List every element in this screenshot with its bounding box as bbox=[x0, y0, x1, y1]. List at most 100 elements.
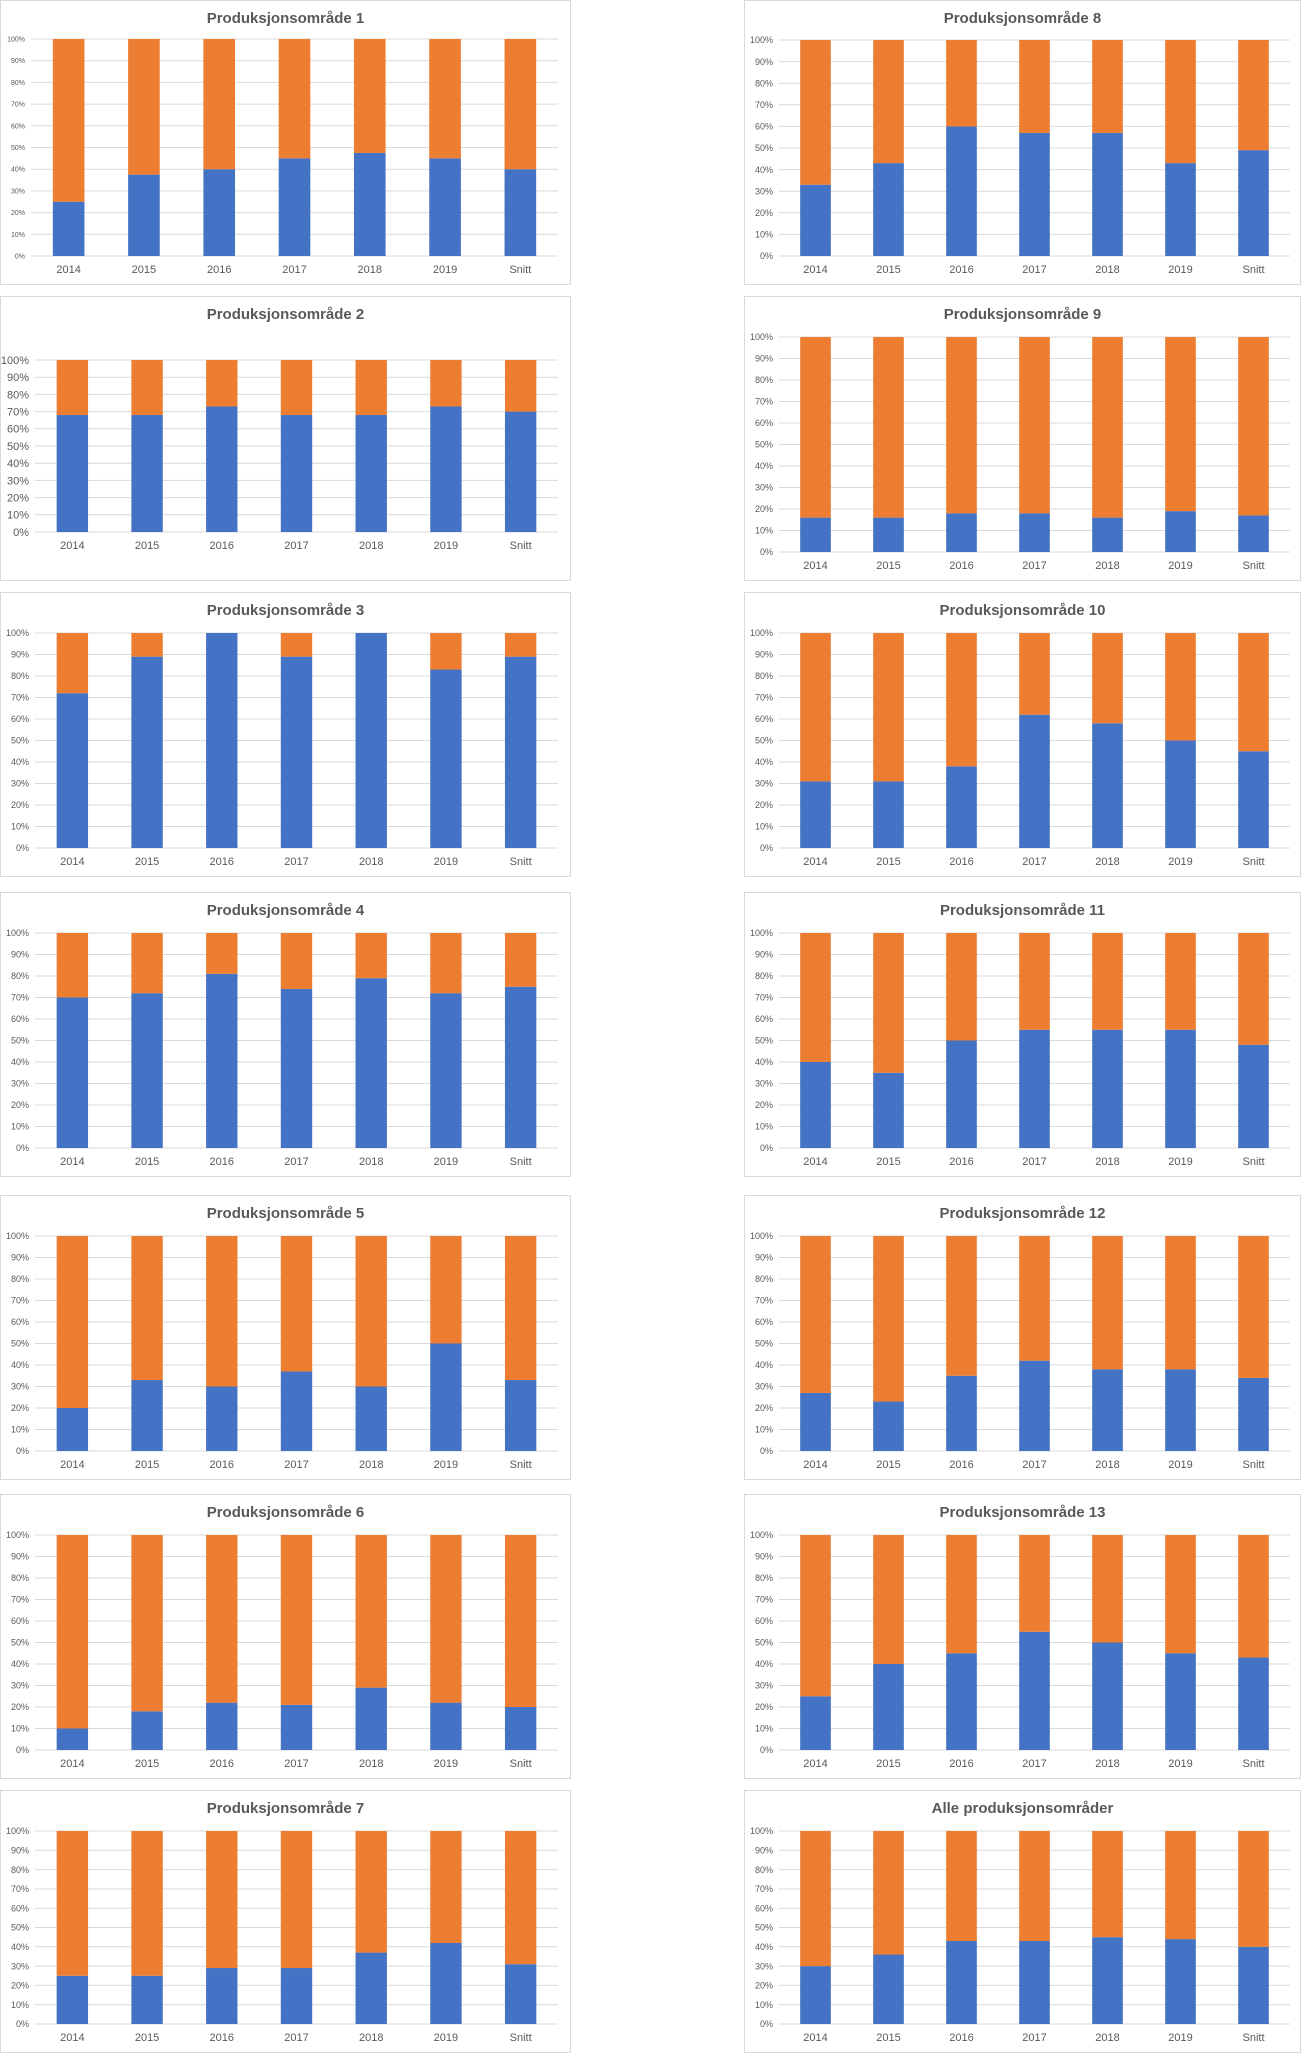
bar-orange-2017 bbox=[1019, 1535, 1050, 1632]
y-tick-label: 60% bbox=[11, 1616, 29, 1626]
bar-orange-snitt bbox=[504, 633, 537, 657]
x-tick-label: 2015 bbox=[135, 856, 159, 868]
bar-orange-2015 bbox=[131, 1236, 163, 1381]
y-tick-label: 80% bbox=[755, 971, 773, 981]
y-tick-label: 0% bbox=[760, 1446, 773, 1456]
x-tick-label: 2016 bbox=[949, 2032, 973, 2044]
y-tick-label: 90% bbox=[755, 650, 773, 660]
x-tick-label: Snitt bbox=[1242, 1758, 1264, 1770]
bar-blue-2019 bbox=[430, 406, 462, 532]
bar-blue-2016 bbox=[203, 169, 236, 256]
y-tick-label: 30% bbox=[11, 1681, 29, 1691]
y-tick-label: 100% bbox=[750, 1826, 773, 1836]
y-tick-label: 10% bbox=[755, 2000, 773, 2010]
bar-orange-snitt bbox=[504, 1831, 537, 1965]
x-tick-label: 2019 bbox=[434, 540, 458, 552]
bar-orange-2019 bbox=[430, 1535, 462, 1703]
y-tick-label: 100% bbox=[6, 1231, 29, 1241]
y-tick-label: 70% bbox=[7, 406, 29, 418]
x-tick-label: Snitt bbox=[510, 1758, 532, 1770]
bar-blue-2018 bbox=[1092, 1369, 1123, 1451]
chart-svg: Produksjonsområde 8 0% 10% 20% 30% 40% 50% 60% 7… bbox=[750, 10, 1290, 276]
bar-blue-2015 bbox=[131, 656, 163, 848]
x-tick-label: 2019 bbox=[1168, 264, 1192, 276]
bar-orange-2017 bbox=[280, 933, 313, 989]
x-tick-label: 2016 bbox=[210, 856, 234, 868]
y-tick-label: 100% bbox=[750, 1231, 773, 1241]
bar-orange-2019 bbox=[1165, 40, 1196, 164]
y-tick-label: 30% bbox=[11, 779, 29, 789]
y-tick-label: 50% bbox=[11, 1638, 29, 1648]
y-tick-label: 40% bbox=[11, 1942, 29, 1952]
chart-title: Produksjonsområde 6 bbox=[207, 1504, 365, 1521]
bar-orange-2017 bbox=[1019, 337, 1050, 514]
y-tick-label: 60% bbox=[11, 1903, 29, 1913]
bar-blue-2019 bbox=[429, 158, 461, 256]
x-tick-label: 2018 bbox=[359, 1758, 383, 1770]
y-tick-label: 40% bbox=[11, 1057, 29, 1067]
bar-blue-2018 bbox=[1092, 1937, 1123, 2024]
y-tick-label: 80% bbox=[755, 1573, 773, 1583]
y-tick-label: 10% bbox=[755, 1724, 773, 1734]
bar-blue-2017 bbox=[1019, 132, 1050, 256]
y-tick-label: 100% bbox=[7, 36, 25, 43]
y-tick-label: 30% bbox=[11, 1079, 29, 1089]
y-tick-label: 20% bbox=[755, 1403, 773, 1413]
bar-blue-2015 bbox=[873, 1954, 904, 2024]
bar-orange-2017 bbox=[280, 1236, 313, 1372]
bar-orange-2016 bbox=[206, 1831, 238, 1969]
bar-orange-2018 bbox=[355, 1236, 387, 1387]
bar-orange-2019 bbox=[1165, 1236, 1196, 1370]
y-tick-label: 50% bbox=[755, 143, 773, 153]
x-tick-label: 2017 bbox=[284, 856, 308, 868]
bar-blue-2018 bbox=[1092, 1642, 1123, 1750]
y-tick-label: 70% bbox=[11, 1595, 29, 1605]
bar-blue-2017 bbox=[1019, 1360, 1050, 1451]
bar-blue-2014 bbox=[800, 1062, 831, 1148]
bar-orange-2014 bbox=[52, 39, 85, 202]
y-tick-label: 80% bbox=[755, 78, 773, 88]
chart-panel-3: Produksjonsområde 3 0% 10% 20% 30% 40% 50% 60% 7… bbox=[0, 592, 571, 877]
y-tick-label: 70% bbox=[11, 1884, 29, 1894]
bar-orange-2014 bbox=[56, 1236, 89, 1408]
bar-orange-2018 bbox=[1092, 1236, 1123, 1370]
bar-orange-snitt bbox=[1238, 633, 1269, 752]
bar-blue-2015 bbox=[131, 993, 163, 1148]
x-tick-label: 2016 bbox=[210, 1758, 234, 1770]
bar-blue-2019 bbox=[430, 993, 462, 1148]
y-tick-label: 90% bbox=[11, 58, 25, 65]
chart-title: Produksjonsområde 5 bbox=[207, 1205, 365, 1222]
y-tick-label: 60% bbox=[7, 424, 29, 436]
y-tick-label: 30% bbox=[755, 1079, 773, 1089]
bar-orange-2019 bbox=[430, 1831, 462, 1943]
bar-blue-2018 bbox=[355, 1687, 387, 1750]
y-tick-label: 50% bbox=[755, 440, 773, 450]
bar-orange-2014 bbox=[800, 933, 831, 1062]
x-tick-label: 2016 bbox=[210, 540, 234, 552]
bar-blue-2015 bbox=[131, 1380, 163, 1451]
bar-orange-2016 bbox=[946, 1831, 977, 1942]
x-tick-label: Snitt bbox=[1242, 1459, 1264, 1471]
y-tick-label: 70% bbox=[755, 397, 773, 407]
bar-blue-2015 bbox=[873, 1401, 904, 1451]
y-tick-label: 30% bbox=[755, 1382, 773, 1392]
bar-blue-2015 bbox=[873, 163, 904, 256]
bar-orange-2017 bbox=[1019, 633, 1050, 715]
bar-blue-2014 bbox=[800, 1966, 831, 2024]
y-tick-label: 90% bbox=[755, 1845, 773, 1855]
chart-title: Produksjonsområde 1 bbox=[207, 10, 365, 27]
y-tick-label: 0% bbox=[13, 527, 29, 539]
y-tick-label: 10% bbox=[755, 230, 773, 240]
x-tick-label: 2017 bbox=[1022, 560, 1046, 572]
x-tick-label: 2015 bbox=[876, 560, 900, 572]
y-tick-label: 10% bbox=[11, 232, 25, 239]
y-tick-label: 100% bbox=[6, 628, 29, 638]
chart-title: Produksjonsområde 2 bbox=[207, 306, 365, 323]
x-tick-label: 2015 bbox=[132, 264, 156, 276]
x-tick-label: 2015 bbox=[135, 1459, 159, 1471]
y-tick-label: 20% bbox=[11, 1981, 29, 1991]
x-tick-label: 2019 bbox=[434, 2032, 458, 2044]
chart-title: Produksjonsområde 12 bbox=[940, 1205, 1106, 1222]
y-tick-label: 40% bbox=[755, 757, 773, 767]
x-tick-label: Snitt bbox=[1242, 856, 1264, 868]
